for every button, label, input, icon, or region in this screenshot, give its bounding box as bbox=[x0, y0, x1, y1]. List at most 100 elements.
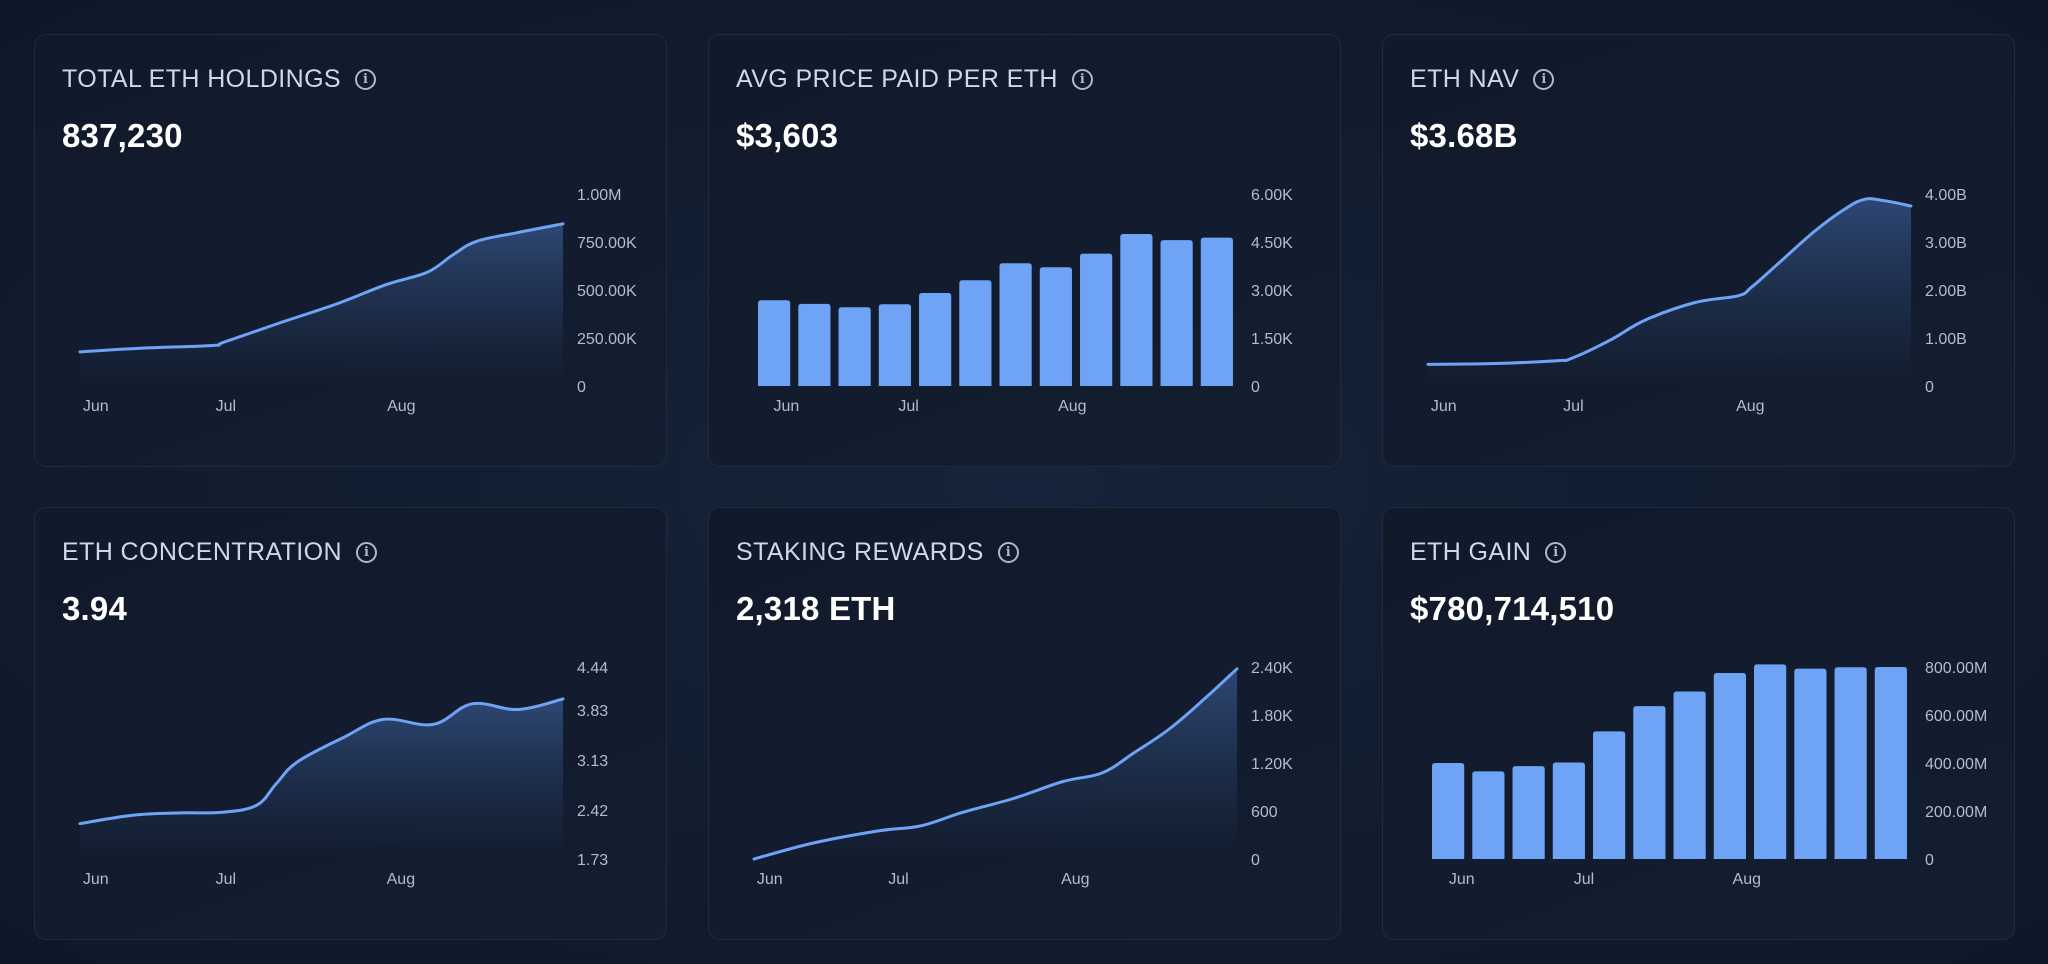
nav-area-chart[interactable]: 0 1.00B 2.00B 3.00B 4.00B Jun Jul Aug bbox=[1383, 35, 2016, 468]
bar[interactable] bbox=[1593, 731, 1626, 859]
data-point[interactable] bbox=[338, 731, 350, 743]
data-point[interactable] bbox=[333, 297, 345, 309]
bar[interactable] bbox=[1120, 234, 1153, 386]
info-icon[interactable]: i bbox=[997, 542, 1019, 563]
data-point[interactable] bbox=[557, 218, 569, 230]
data-point[interactable] bbox=[206, 339, 218, 351]
bar[interactable] bbox=[1160, 240, 1193, 386]
data-point[interactable] bbox=[1859, 193, 1871, 205]
data-point[interactable] bbox=[1200, 692, 1212, 704]
bar[interactable] bbox=[999, 263, 1032, 386]
card-staking-rewards: STAKING REWARDS i 2,318 ETH 0 600 1.20K 1.8… bbox=[708, 507, 1341, 940]
data-point[interactable] bbox=[1732, 290, 1744, 302]
data-point[interactable] bbox=[135, 342, 147, 354]
x-tick-label: Aug bbox=[387, 398, 415, 415]
data-point[interactable] bbox=[1639, 314, 1651, 326]
data-point[interactable] bbox=[1552, 355, 1564, 367]
bar[interactable] bbox=[1834, 667, 1867, 859]
data-point[interactable] bbox=[1905, 200, 1917, 212]
data-point[interactable] bbox=[427, 718, 439, 730]
bar[interactable] bbox=[798, 303, 831, 386]
data-point[interactable] bbox=[218, 336, 230, 348]
area-fill bbox=[80, 223, 563, 386]
data-point[interactable] bbox=[217, 806, 229, 818]
bar[interactable] bbox=[1874, 667, 1907, 859]
data-point[interactable] bbox=[511, 227, 523, 239]
x-tick-label: Jun bbox=[1431, 398, 1457, 415]
series-line bbox=[752, 667, 1239, 861]
data-point[interactable] bbox=[1473, 358, 1485, 370]
data-point[interactable] bbox=[270, 778, 282, 790]
data-point[interactable] bbox=[1838, 203, 1850, 215]
data-point[interactable] bbox=[807, 837, 819, 849]
bar[interactable] bbox=[1472, 771, 1505, 859]
info-icon[interactable]: i bbox=[355, 542, 377, 563]
bar[interactable] bbox=[838, 307, 871, 386]
data-point[interactable] bbox=[174, 807, 186, 819]
data-point[interactable] bbox=[1422, 358, 1434, 370]
info-icon[interactable]: i bbox=[1533, 69, 1555, 90]
data-point[interactable] bbox=[748, 853, 760, 865]
data-point[interactable] bbox=[447, 248, 459, 260]
bar[interactable] bbox=[1200, 237, 1233, 386]
bar[interactable] bbox=[878, 304, 911, 386]
data-point[interactable] bbox=[291, 756, 303, 768]
bar[interactable] bbox=[1794, 668, 1827, 859]
card-title: ETH GAIN bbox=[1410, 538, 1532, 566]
gain-bar-chart[interactable]: 0 200.00M 400.00M 600.00M 800.00M Jun Jul Aug bbox=[1383, 508, 2016, 941]
data-point[interactable] bbox=[1606, 333, 1618, 345]
staking-area-chart[interactable]: 0 600 1.20K 1.80K 2.40K Jun Jul Aug bbox=[709, 508, 1342, 941]
data-point[interactable] bbox=[74, 346, 86, 358]
data-point[interactable] bbox=[380, 279, 392, 291]
bar[interactable] bbox=[959, 280, 992, 386]
y-tick-label: 1.73 bbox=[577, 852, 608, 869]
info-icon[interactable]: i bbox=[1545, 542, 1567, 563]
bar[interactable] bbox=[1754, 664, 1787, 859]
data-point[interactable] bbox=[1007, 793, 1019, 805]
x-tick-label: Jul bbox=[216, 398, 236, 415]
info-icon[interactable]: i bbox=[1071, 69, 1093, 90]
bar[interactable] bbox=[1673, 691, 1706, 859]
bar[interactable] bbox=[1512, 766, 1545, 859]
data-point[interactable] bbox=[1746, 281, 1758, 293]
bar[interactable] bbox=[1552, 762, 1585, 859]
avg-price-bar-chart[interactable]: 0 1.50K 3.00K 4.50K 6.00K Jun Jul Aug bbox=[709, 35, 1342, 468]
data-point[interactable] bbox=[915, 820, 927, 832]
concentration-area-chart[interactable]: 1.73 2.42 3.13 3.83 4.44 Jun Jul Aug bbox=[35, 508, 668, 941]
data-point[interactable] bbox=[128, 809, 140, 821]
info-icon[interactable]: i bbox=[355, 69, 377, 90]
data-point[interactable] bbox=[1057, 775, 1069, 787]
bar[interactable] bbox=[1633, 706, 1666, 859]
bar[interactable] bbox=[1713, 673, 1746, 859]
bar[interactable] bbox=[1080, 253, 1113, 386]
data-point[interactable] bbox=[1566, 352, 1578, 364]
data-point[interactable] bbox=[872, 825, 884, 837]
data-point[interactable] bbox=[1772, 258, 1784, 270]
data-point[interactable] bbox=[1689, 296, 1701, 308]
data-point[interactable] bbox=[512, 704, 524, 716]
y-tick-label: 3.00K bbox=[1251, 283, 1293, 300]
data-point[interactable] bbox=[1231, 663, 1243, 675]
y-tick-label: 2.00B bbox=[1925, 283, 1967, 300]
data-point[interactable] bbox=[422, 266, 434, 278]
data-point[interactable] bbox=[1164, 723, 1176, 735]
data-point[interactable] bbox=[1506, 357, 1518, 369]
bar[interactable] bbox=[1039, 267, 1072, 386]
data-point[interactable] bbox=[74, 818, 86, 830]
holdings-area-chart[interactable]: 0 250.00K 500.00K 750.00K 1.00M Jun Jul Aug bbox=[35, 35, 668, 468]
data-point[interactable] bbox=[1129, 746, 1141, 758]
data-point[interactable] bbox=[1808, 225, 1820, 237]
bar[interactable] bbox=[758, 300, 791, 386]
bar[interactable] bbox=[1432, 763, 1465, 859]
data-point[interactable] bbox=[273, 317, 285, 329]
data-point[interactable] bbox=[1878, 195, 1890, 207]
data-point[interactable] bbox=[466, 698, 478, 710]
data-point[interactable] bbox=[251, 799, 263, 811]
data-point[interactable] bbox=[377, 713, 389, 725]
data-point[interactable] bbox=[957, 806, 969, 818]
data-point[interactable] bbox=[1096, 767, 1108, 779]
data-point[interactable] bbox=[557, 693, 569, 705]
card-value: $3,603 bbox=[736, 117, 839, 154]
bar[interactable] bbox=[919, 293, 952, 386]
data-point[interactable] bbox=[471, 235, 483, 247]
